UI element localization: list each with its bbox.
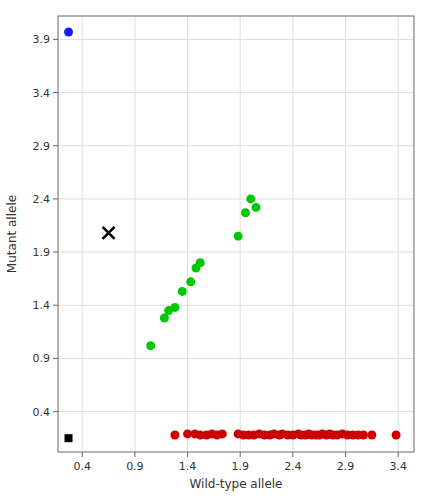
series — [64, 27, 73, 36]
axes: 0.4 0.9 1.4 1.9 2.4 2.9 3.4 0.4 0.9 1.4 1.9 2.4 2.9 3… — [33, 16, 415, 473]
point — [64, 27, 73, 36]
y-grid-line — [58, 145, 414, 146]
y-grid-line — [58, 39, 414, 40]
square-marker — [65, 434, 73, 442]
x-tick-label: 1.4 — [179, 460, 197, 473]
y-tick-label: 1.9 — [33, 246, 51, 259]
y-tick — [53, 305, 58, 306]
y-grid-line — [58, 305, 414, 306]
y-tick — [53, 92, 58, 93]
y-grid-line — [58, 252, 414, 253]
point — [367, 430, 376, 439]
point — [196, 258, 205, 267]
y-tick — [53, 252, 58, 253]
series — [170, 429, 400, 439]
x-tick-label: 2.4 — [284, 460, 302, 473]
series — [103, 227, 115, 239]
x-tick-label: 0.4 — [73, 460, 91, 473]
y-tick-label: 2.4 — [33, 193, 51, 206]
point — [234, 232, 243, 241]
x-tick — [398, 452, 399, 457]
y-tick — [53, 145, 58, 146]
point — [246, 194, 255, 203]
y-tick-label: 3.9 — [33, 33, 51, 46]
point — [241, 208, 250, 217]
x-grid-line — [292, 16, 293, 452]
y-axis-label: Mutant allele — [5, 195, 19, 273]
x-grid-line — [398, 16, 399, 452]
x-tick — [345, 452, 346, 457]
point — [146, 341, 155, 350]
point — [392, 430, 401, 439]
x-tick-label: 3.4 — [389, 460, 407, 473]
x-tick — [82, 452, 83, 457]
x-tick-label: 2.9 — [337, 460, 355, 473]
y-grid-line — [58, 411, 414, 412]
x-tick — [187, 452, 188, 457]
x-grid-line — [345, 16, 346, 452]
x-grid-line — [134, 16, 135, 452]
y-grid-line — [58, 358, 414, 359]
plot-frame — [58, 16, 414, 452]
point — [218, 429, 227, 438]
y-tick-label: 1.4 — [33, 299, 51, 312]
y-grid-line — [58, 198, 414, 199]
x-axis-label: Wild-type allele — [190, 477, 283, 491]
y-tick — [53, 198, 58, 199]
y-tick-label: 3.4 — [33, 87, 51, 100]
point — [359, 430, 368, 439]
y-tick — [53, 358, 58, 359]
point — [186, 277, 195, 286]
y-tick-label: 0.9 — [33, 352, 51, 365]
point — [170, 303, 179, 312]
grid — [58, 16, 414, 452]
series — [146, 194, 260, 350]
point — [252, 203, 261, 212]
point — [178, 287, 187, 296]
series — [65, 434, 73, 442]
y-tick-label: 0.4 — [33, 406, 51, 419]
x-tick — [240, 452, 241, 457]
x-grid-line — [82, 16, 83, 452]
x-grid-line — [187, 16, 188, 452]
y-tick-label: 2.9 — [33, 140, 51, 153]
marks — [64, 27, 401, 442]
x-tick — [292, 452, 293, 457]
x-marker — [103, 227, 115, 239]
y-grid-line — [58, 92, 414, 93]
y-tick — [53, 39, 58, 40]
x-tick-label: 1.9 — [231, 460, 249, 473]
chart: 0.4 0.9 1.4 1.9 2.4 2.9 3.4 0.4 0.9 1.4 1.9 2.4 2.9 3… — [0, 0, 430, 500]
x-tick-label: 0.9 — [126, 460, 144, 473]
point — [170, 430, 179, 439]
x-tick — [134, 452, 135, 457]
y-tick — [53, 411, 58, 412]
